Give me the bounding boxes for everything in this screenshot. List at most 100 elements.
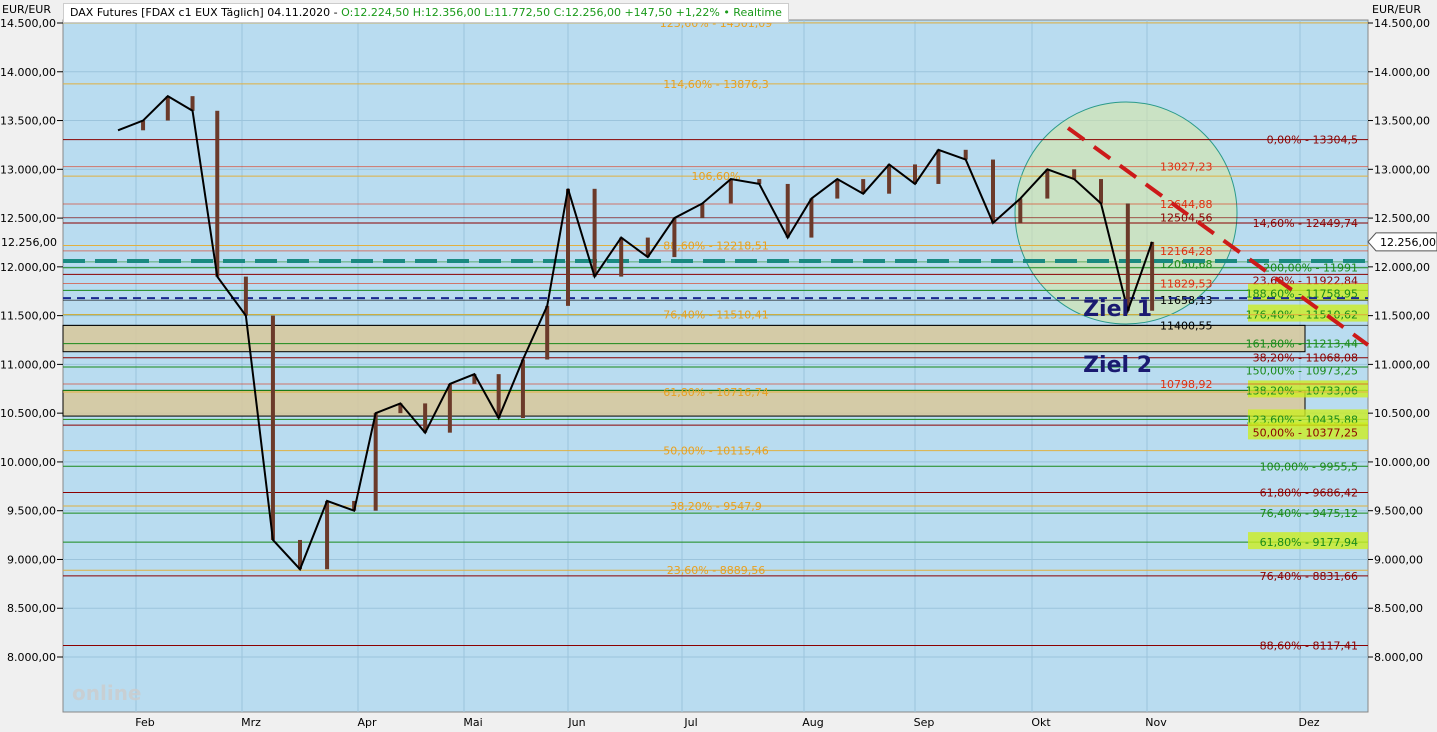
fib-level-label: 76,40% - 11510,41 — [663, 309, 768, 322]
y-tick-label-left: 8.000,00 — [7, 651, 56, 664]
y-tick-label-right: 14.000,00 — [1374, 66, 1430, 79]
candle — [545, 305, 550, 360]
candle — [1045, 169, 1050, 199]
fib-level-label: 61,80% - 10716,74 — [663, 386, 768, 399]
candle — [520, 359, 525, 419]
y-tick-label-right: 13.500,00 — [1374, 115, 1430, 128]
fib-level-label: 161,80% - 11213,44 — [1246, 338, 1358, 351]
level-highlight — [1248, 304, 1368, 322]
fib-level-label: 61,80% - 9686,42 — [1260, 487, 1358, 500]
candle — [325, 500, 330, 570]
candle — [472, 374, 477, 384]
x-tick-label: Mrz — [241, 716, 261, 729]
level-label: 12164,28 — [1160, 245, 1213, 258]
level-label: 12644,88 — [1160, 198, 1213, 211]
fib-level-label: 76,40% - 8831,66 — [1260, 570, 1358, 583]
fib-level-label: 200,00% - 11991 — [1263, 262, 1358, 275]
y-tick-label-left: 11.500,00 — [0, 310, 56, 323]
candle — [963, 149, 968, 160]
y-tick-label-left: 11.000,00 — [0, 358, 56, 371]
candle — [423, 403, 428, 433]
candle — [1150, 241, 1155, 311]
fib-level-label: 38,20% - 9547,9 — [670, 500, 761, 513]
level-label: 10798,92 — [1160, 378, 1213, 391]
fib-level-label: 88,60% - 8117,41 — [1260, 640, 1358, 653]
candle — [447, 383, 452, 433]
y-tick-label-left: 9.500,00 — [7, 505, 56, 518]
y-axis-unit-left: EUR/EUR — [2, 3, 51, 16]
y-tick-label-left: 9.000,00 — [7, 553, 56, 566]
ohlc-values: O:12.224,50 H:12.356,00 L:11.772,50 C:12… — [341, 6, 720, 19]
candle — [270, 315, 275, 540]
x-tick-label: Jul — [683, 716, 697, 729]
level-label: 13027,23 — [1160, 161, 1213, 174]
fib-level-label: 106,60% — [692, 170, 741, 183]
x-tick-label: Sep — [914, 716, 935, 729]
instrument-label: DAX Futures [FDAX c1 EUX Täglich] 04.11.… — [70, 6, 338, 19]
candle — [1125, 203, 1130, 311]
candle — [672, 218, 677, 258]
y-tick-label-left: 14.500,00 — [0, 17, 56, 30]
candle — [785, 183, 790, 238]
candle — [619, 237, 624, 277]
level-highlight — [1248, 409, 1368, 427]
fib-level-label: 50,00% - 10377,25 — [1253, 426, 1358, 439]
candle — [1099, 179, 1103, 204]
fib-level-label: 138,20% - 10733,06 — [1246, 384, 1358, 397]
zone-label: Ziel 2 — [1083, 353, 1152, 378]
y-tick-label-right: 13.000,00 — [1374, 163, 1430, 176]
y-tick-label-right: 8.000,00 — [1374, 651, 1423, 664]
y-tick-label-right: 8.500,00 — [1374, 602, 1423, 615]
fib-level-label: 38,20% - 11068,08 — [1253, 352, 1358, 365]
candle — [215, 110, 220, 277]
x-tick-label: Jun — [567, 716, 585, 729]
y-tick-label-right: 14.500,00 — [1374, 17, 1430, 30]
x-tick-label: Nov — [1145, 716, 1167, 729]
close-line — [117, 94, 1154, 572]
candle — [1072, 169, 1077, 180]
y-tick-label-right: 9.000,00 — [1374, 553, 1423, 566]
level-highlight — [1248, 422, 1368, 440]
y-tick-label-right: 10.500,00 — [1374, 407, 1430, 420]
y-tick-label-left: 13.000,00 — [0, 163, 56, 176]
candle — [1018, 198, 1023, 223]
y-tick-label-right: 11.500,00 — [1374, 310, 1430, 323]
candle — [936, 149, 941, 184]
candle — [141, 120, 146, 131]
fib-level-label: 100,00% - 9955,5 — [1260, 460, 1358, 473]
fib-level-label: 150,00% - 10973,25 — [1246, 365, 1358, 378]
price-tag-label: 12.256,00 — [1380, 236, 1436, 249]
candle — [645, 237, 650, 258]
y-tick-label-right: 12.000,00 — [1374, 261, 1430, 274]
candle — [496, 374, 501, 419]
fib-level-label: 0,00% - 13304,5 — [1267, 134, 1358, 147]
candle — [566, 188, 570, 306]
fib-level-label: 14,60% - 12449,74 — [1253, 217, 1358, 230]
level-highlight — [1248, 283, 1368, 301]
candle — [861, 179, 866, 194]
candle — [757, 179, 762, 184]
fib-level-label: 50,00% - 10115,46 — [663, 445, 768, 458]
candle — [190, 96, 195, 111]
target-zone — [62, 324, 1306, 353]
chart-header: DAX Futures [FDAX c1 EUX Täglich] 04.11.… — [63, 3, 789, 23]
y-tick-label-right: 9.500,00 — [1374, 505, 1423, 518]
fib-level-label: 61,80% - 9177,94 — [1260, 536, 1358, 549]
x-tick-label: Dez — [1298, 716, 1319, 729]
candle — [809, 198, 814, 238]
fib-level-label: 88,60% - 12218,51 — [663, 240, 768, 253]
x-tick-label: Mai — [463, 716, 482, 729]
fib-level-label: 76,40% - 9475,12 — [1260, 507, 1358, 520]
y-axis-unit-right: EUR/EUR — [1372, 3, 1421, 16]
candle — [991, 159, 995, 223]
level-label: 11658,13 — [1160, 294, 1213, 307]
candle — [728, 179, 733, 204]
candle — [243, 276, 248, 316]
y-tick-label-left: 14.000,00 — [0, 66, 56, 79]
y-tick-label-left: 10.000,00 — [0, 456, 56, 469]
fib-level-label: 114,60% - 13876,3 — [663, 78, 768, 91]
tradesignal-logo: online — [72, 681, 142, 705]
candle — [298, 539, 302, 570]
y-tick-label-left: 12.000,00 — [0, 261, 56, 274]
